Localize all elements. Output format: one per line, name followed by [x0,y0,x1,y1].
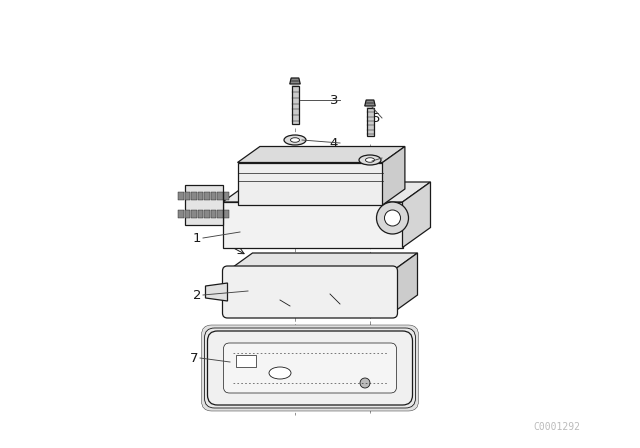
Polygon shape [227,253,417,271]
Polygon shape [223,192,229,200]
Polygon shape [198,210,203,218]
Polygon shape [367,108,374,136]
Polygon shape [211,192,216,200]
Polygon shape [403,182,431,247]
Polygon shape [211,210,216,218]
Polygon shape [205,283,227,301]
Ellipse shape [284,135,306,145]
Text: 4: 4 [330,137,338,150]
Polygon shape [184,192,190,200]
Polygon shape [291,86,298,124]
Polygon shape [383,146,405,205]
Text: 3: 3 [330,94,338,107]
Polygon shape [237,146,405,163]
Polygon shape [191,192,196,200]
Polygon shape [237,163,383,205]
Ellipse shape [359,155,381,165]
Text: 5: 5 [371,112,380,125]
FancyBboxPatch shape [202,325,419,411]
FancyBboxPatch shape [223,343,397,393]
Ellipse shape [365,158,374,162]
Polygon shape [191,210,196,218]
Polygon shape [392,253,417,313]
Circle shape [360,378,370,388]
Polygon shape [290,78,300,84]
FancyBboxPatch shape [207,331,413,405]
Polygon shape [204,192,209,200]
Polygon shape [184,210,190,218]
Polygon shape [184,185,223,225]
Polygon shape [223,182,431,202]
Polygon shape [217,192,223,200]
Text: C0001292: C0001292 [533,422,580,432]
FancyBboxPatch shape [223,266,397,318]
Circle shape [376,202,408,234]
Polygon shape [217,210,223,218]
Polygon shape [178,192,184,200]
Polygon shape [365,100,375,106]
Text: 2: 2 [193,289,201,302]
Polygon shape [198,192,203,200]
Ellipse shape [269,367,291,379]
Text: 1: 1 [193,232,201,245]
Circle shape [385,210,401,226]
Polygon shape [178,210,184,218]
Text: 7: 7 [189,352,198,365]
Polygon shape [204,210,209,218]
FancyBboxPatch shape [205,328,415,408]
Text: 6: 6 [372,151,380,164]
Ellipse shape [291,138,300,142]
Polygon shape [223,202,403,247]
Polygon shape [236,355,255,367]
Polygon shape [223,210,229,218]
